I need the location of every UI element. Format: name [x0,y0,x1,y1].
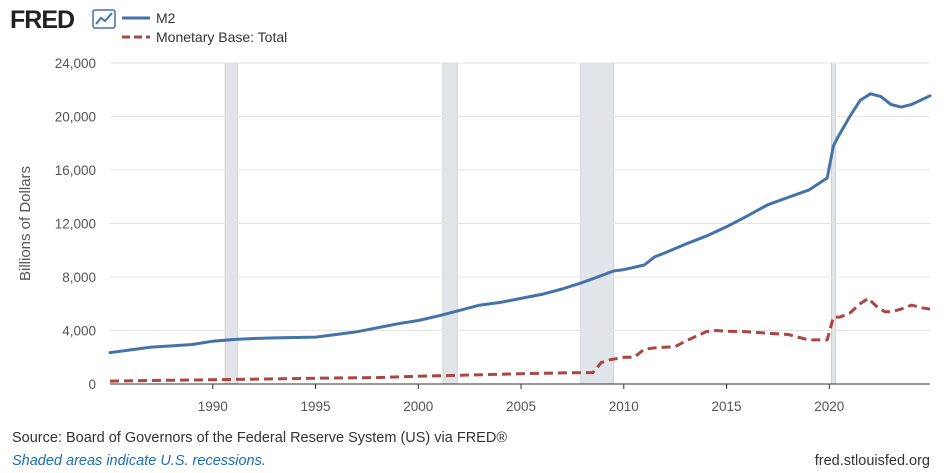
fred-logo[interactable]: FRED [10,6,75,34]
chart-legend: M2 Monetary Base: Total [122,10,287,45]
series-line[interactable] [109,296,931,383]
x-tick-label: 2010 [609,399,639,414]
y-tick-label: 4,000 [62,324,96,339]
y-tick-label: 12,000 [55,217,96,232]
x-tick-label: 2015 [712,399,742,414]
y-tick-label: 16,000 [55,163,96,178]
recession-note[interactable]: Shaded areas indicate U.S. recessions. [12,453,266,469]
x-tick-label: 1990 [198,399,228,414]
legend-label[interactable]: Monetary Base: Total [156,29,287,45]
x-tick-label: 2020 [814,399,844,414]
y-tick-label: 20,000 [55,110,96,125]
plot-area [108,62,932,385]
y-tick-label: 8,000 [62,270,96,285]
y-axis-label: Billions of Dollars [17,166,34,281]
series-line[interactable] [108,92,932,355]
source-note: Source: Board of Governors of the Federa… [12,430,508,446]
site-link[interactable]: fred.stlouisfed.org [814,453,930,469]
fred-logo-chart-icon [92,9,116,29]
x-tick-label: 2000 [403,399,433,414]
legend-label[interactable]: M2 [156,10,176,26]
x-tick-label: 2005 [506,399,536,414]
y-tick-label: 0 [88,377,96,392]
y-tick-label: 24,000 [55,56,96,71]
x-tick-label: 1995 [300,399,330,414]
